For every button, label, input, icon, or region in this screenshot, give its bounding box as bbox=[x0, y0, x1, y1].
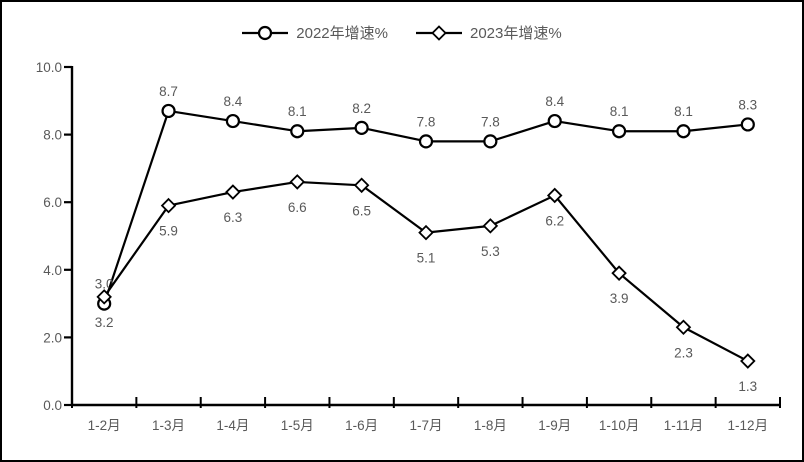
data-point-value-label: 8.7 bbox=[159, 84, 178, 99]
data-point-circle-marker bbox=[290, 124, 305, 139]
y-axis-tick-label: 2.0 bbox=[43, 330, 62, 345]
data-point-value-label: 7.8 bbox=[417, 114, 436, 129]
data-point-circle-marker bbox=[676, 124, 691, 139]
data-point-diamond-marker bbox=[353, 177, 370, 194]
x-axis-category-label: 1-7月 bbox=[409, 418, 442, 433]
data-point-circle-marker bbox=[418, 134, 434, 149]
data-point-value-label: 8.1 bbox=[610, 104, 629, 119]
x-axis-category-label: 1-9月 bbox=[538, 418, 571, 433]
data-point-diamond-marker bbox=[96, 289, 112, 305]
data-point-diamond-marker bbox=[675, 319, 692, 336]
data-point-circle-marker bbox=[225, 113, 241, 129]
data-point-circle-marker bbox=[483, 134, 498, 149]
y-axis-tick-label: 0.0 bbox=[43, 398, 62, 413]
y-axis-tick-label: 10.0 bbox=[36, 60, 62, 75]
data-point-value-label: 7.8 bbox=[481, 114, 500, 129]
data-point-diamond-marker bbox=[482, 218, 499, 234]
data-point-diamond-marker bbox=[740, 353, 756, 369]
data-point-value-label: 5.1 bbox=[417, 251, 436, 266]
data-point-value-label: 3.0 bbox=[95, 277, 114, 292]
data-point-value-label: 8.1 bbox=[288, 104, 307, 119]
x-axis-category-label: 1-5月 bbox=[281, 418, 314, 433]
x-axis-category-label: 1-6月 bbox=[345, 418, 378, 433]
x-axis-category-label: 1-2月 bbox=[88, 418, 121, 433]
data-point-circle-marker bbox=[611, 124, 627, 139]
data-point-value-label: 5.3 bbox=[481, 244, 500, 259]
data-point-circle-marker bbox=[161, 103, 176, 119]
data-point-value-label: 8.1 bbox=[674, 104, 693, 119]
data-point-value-label: 3.2 bbox=[95, 315, 114, 330]
data-point-diamond-marker bbox=[289, 174, 306, 190]
x-axis-category-label: 1-12月 bbox=[728, 418, 769, 433]
data-point-value-label: 6.6 bbox=[288, 200, 307, 215]
data-point-value-label: 8.3 bbox=[738, 97, 757, 112]
y-axis-tick-label: 4.0 bbox=[43, 263, 62, 278]
data-point-value-label: 6.2 bbox=[545, 213, 564, 228]
y-axis-tick-label: 6.0 bbox=[43, 195, 62, 210]
data-point-value-label: 8.4 bbox=[224, 94, 243, 109]
x-axis-category-label: 1-3月 bbox=[152, 418, 185, 433]
data-point-value-label: 2.3 bbox=[674, 345, 693, 360]
data-point-diamond-marker bbox=[160, 197, 177, 214]
data-point-value-label: 3.9 bbox=[610, 291, 629, 306]
data-point-diamond-marker bbox=[611, 265, 627, 281]
data-point-circle-marker bbox=[547, 113, 562, 129]
x-axis-category-label: 1-8月 bbox=[474, 418, 507, 433]
x-axis-category-label: 1-10月 bbox=[599, 418, 640, 433]
data-point-diamond-marker bbox=[418, 224, 434, 241]
data-point-diamond-marker bbox=[546, 187, 563, 204]
data-point-circle-marker bbox=[354, 120, 369, 135]
data-point-diamond-marker bbox=[225, 184, 241, 200]
data-point-value-label: 6.3 bbox=[224, 210, 243, 225]
data-point-value-label: 1.3 bbox=[738, 379, 757, 394]
y-axis-tick-label: 8.0 bbox=[43, 128, 62, 143]
data-point-value-label: 8.4 bbox=[545, 94, 564, 109]
data-point-value-label: 5.9 bbox=[159, 224, 178, 239]
data-point-value-label: 8.2 bbox=[352, 101, 371, 116]
x-axis-category-label: 1-11月 bbox=[664, 418, 704, 433]
x-axis-category-label: 1-4月 bbox=[216, 418, 249, 433]
data-point-value-label: 6.5 bbox=[352, 203, 371, 218]
data-point-circle-marker bbox=[740, 117, 755, 132]
series-line-2023年增速% bbox=[103, 180, 749, 363]
